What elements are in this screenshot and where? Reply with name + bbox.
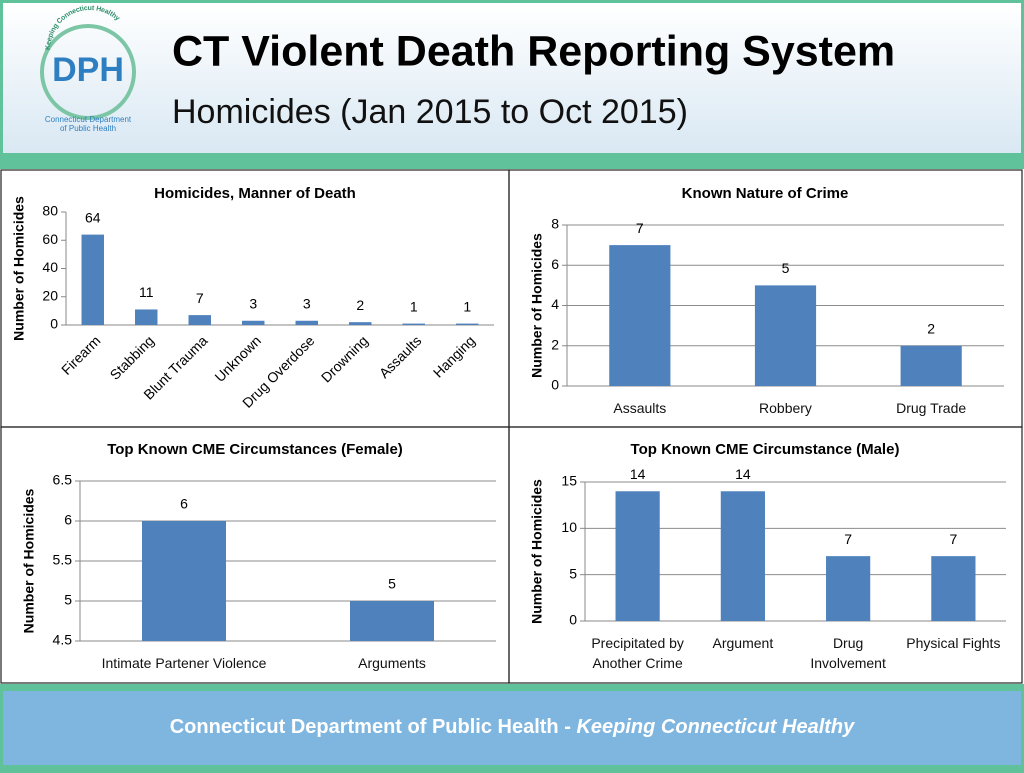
- x-tick-label: Physical Fights: [906, 635, 1001, 651]
- y-tick-label: 5: [569, 565, 577, 581]
- chart-title: Homicides, Manner of Death: [154, 185, 356, 202]
- logo-letters: DPH: [52, 51, 124, 89]
- x-tick-label-box: Precipitated by Another Crime: [591, 635, 684, 671]
- y-tick-label: 5: [64, 592, 72, 608]
- x-tick-label-box: Drug Involvement: [810, 635, 886, 671]
- value-label: 7: [636, 220, 644, 236]
- bar: [402, 323, 425, 325]
- y-tick-label: 80: [42, 203, 58, 219]
- y-axis-label: Number of Homicides: [529, 479, 545, 624]
- x-tick-label-box: Arguments: [358, 655, 426, 671]
- x-tick-label-box: Assaults: [613, 400, 667, 416]
- x-tick-label-box: Drug Trade: [896, 400, 967, 416]
- value-label: 64: [85, 209, 101, 225]
- y-tick-label: 6: [64, 512, 72, 528]
- y-tick-label: 6.5: [53, 472, 73, 488]
- y-tick-label: 20: [42, 287, 58, 303]
- quadrant: [508, 426, 1023, 684]
- x-tick-label: Argument: [712, 635, 774, 651]
- y-axis-label: Number of Homicides: [21, 488, 37, 633]
- bar: [609, 245, 671, 386]
- quadrant-borders: [0, 169, 1023, 684]
- bar: [349, 322, 372, 325]
- bar: [142, 521, 226, 641]
- y-tick-label: 0: [569, 612, 577, 628]
- bar: [720, 491, 765, 621]
- x-tick-label: Robbery: [759, 400, 812, 416]
- x-tick-label: Assaults: [613, 400, 667, 416]
- y-tick-label: 15: [561, 473, 577, 489]
- y-tick-label: 40: [42, 259, 58, 275]
- value-label: 7: [844, 531, 852, 547]
- bar: [456, 323, 479, 325]
- x-tick-label-box: Physical Fights: [906, 635, 1001, 651]
- chart-title: Top Known CME Circumstances (Female): [107, 441, 403, 458]
- y-tick-label: 10: [561, 519, 577, 535]
- value-label: 6: [180, 496, 188, 512]
- bar: [188, 315, 211, 325]
- value-label: 5: [388, 576, 396, 592]
- bar: [754, 285, 817, 386]
- x-tick-label: Precipitated by Another Crime: [591, 635, 684, 671]
- value-label: 1: [463, 298, 471, 314]
- x-tick-label-box: Intimate Partener Violence: [101, 655, 267, 671]
- bar: [900, 345, 962, 386]
- footer-organization: Connecticut Department of Public Health: [170, 716, 559, 738]
- bar: [615, 491, 660, 621]
- subtitle: Homicides (Jan 2015 to Oct 2015): [172, 93, 688, 131]
- bar: [295, 320, 318, 325]
- x-tick-label: Arguments: [358, 655, 426, 671]
- value-label: 7: [196, 290, 204, 306]
- value-label: 2: [927, 320, 935, 336]
- bar: [931, 556, 976, 621]
- y-axis-label: Number of Homicides: [11, 196, 27, 341]
- x-tick-label-box: Argument: [712, 635, 774, 651]
- y-tick-label: 5.5: [53, 552, 73, 568]
- footer-panel: [3, 691, 1021, 765]
- value-label: 14: [735, 466, 751, 482]
- footer-tagline: Keeping Connecticut Healthy: [576, 716, 855, 738]
- y-tick-label: 8: [551, 216, 559, 232]
- value-label: 14: [630, 466, 646, 482]
- x-tick-label: Drug Involvement: [810, 635, 886, 671]
- value-label: 3: [303, 295, 311, 311]
- value-label: 1: [410, 298, 418, 314]
- value-label: 5: [782, 260, 790, 276]
- x-tick-label: Drug Trade: [896, 400, 967, 416]
- value-label: 3: [249, 295, 257, 311]
- header-panel: [3, 3, 1021, 153]
- x-tick-label-box: Robbery: [759, 400, 812, 416]
- bar: [81, 234, 104, 325]
- chart-title: Top Known CME Circumstance (Male): [631, 441, 900, 458]
- value-label: 2: [356, 297, 364, 313]
- y-axis-label: Number of Homicides: [529, 233, 545, 378]
- y-tick-label: 4: [551, 296, 559, 312]
- y-tick-label: 4.5: [53, 632, 73, 648]
- value-label: 7: [949, 531, 957, 547]
- footer-separator: -: [564, 716, 571, 738]
- x-tick-label: Intimate Partener Violence: [101, 655, 267, 671]
- title: CT Violent Death Reporting System: [172, 27, 895, 75]
- footer-text: Connecticut Department of Public Health …: [170, 716, 855, 738]
- logo-caption: Connecticut Department: [45, 115, 132, 124]
- bar: [242, 320, 265, 325]
- chart-title: Known Nature of Crime: [682, 185, 849, 202]
- y-tick-label: 0: [551, 377, 559, 393]
- bar: [826, 556, 871, 621]
- y-tick-label: 6: [551, 256, 559, 272]
- logo-caption: of Public Health: [60, 124, 116, 133]
- y-tick-label: 60: [42, 231, 58, 247]
- y-tick-label: 2: [551, 336, 559, 352]
- logo-ring: [40, 24, 136, 120]
- bar: [135, 309, 158, 325]
- y-tick-label: 0: [50, 316, 58, 332]
- value-label: 11: [139, 284, 154, 300]
- bar: [350, 601, 434, 641]
